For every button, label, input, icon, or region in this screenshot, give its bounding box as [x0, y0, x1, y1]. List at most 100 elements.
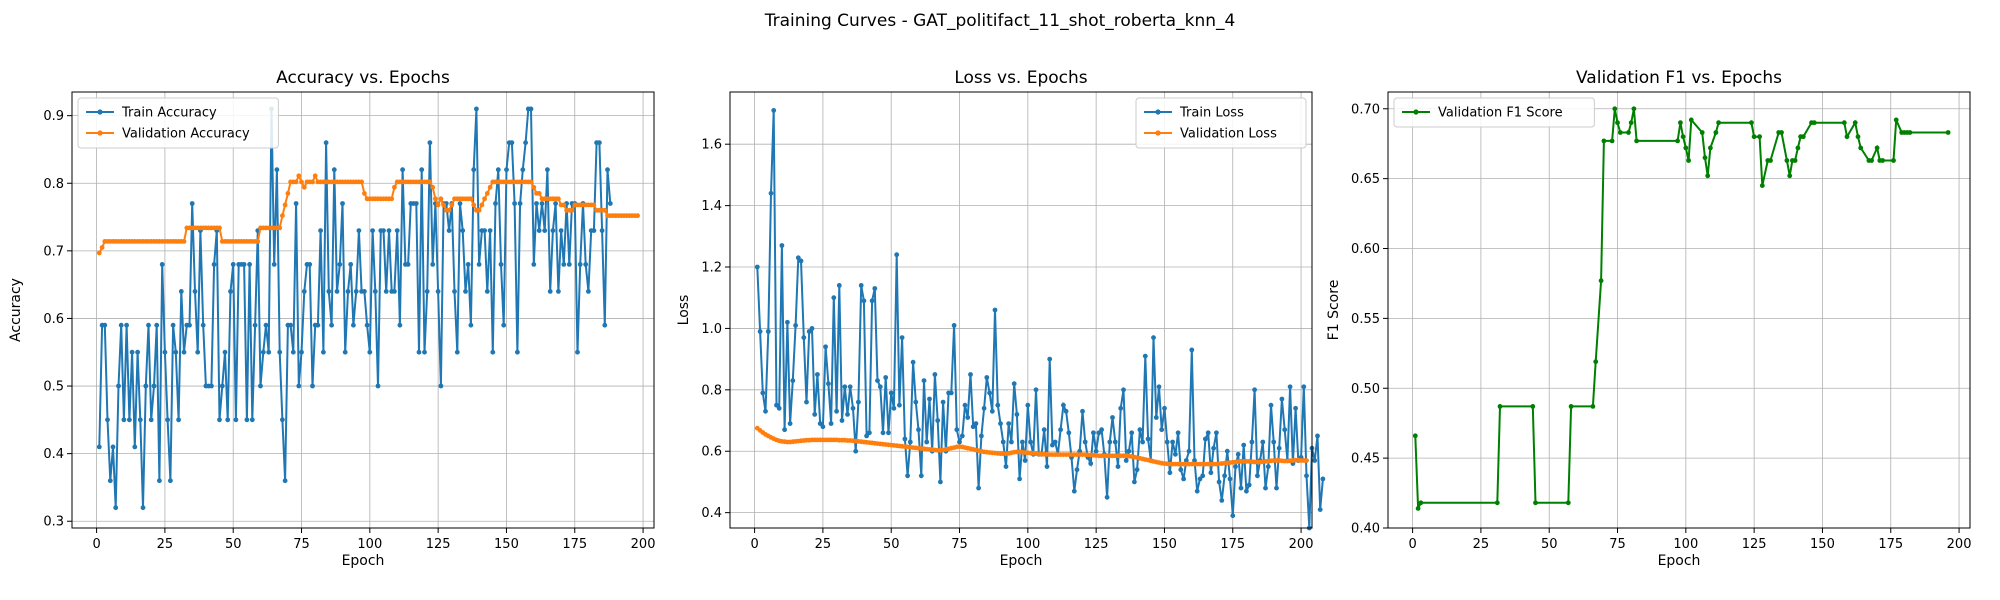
data-point	[389, 196, 395, 202]
legend-box	[1135, 97, 1307, 149]
data-point	[337, 262, 343, 267]
data-point	[435, 289, 441, 294]
data-point	[1811, 120, 1817, 126]
data-point	[927, 396, 932, 402]
data-point	[307, 262, 313, 267]
data-point	[1675, 138, 1680, 144]
data-point	[1238, 485, 1244, 491]
data-point	[877, 384, 883, 390]
data-point	[1844, 134, 1850, 140]
data-point	[886, 430, 891, 436]
data-point	[1631, 106, 1637, 112]
data-point	[397, 322, 403, 328]
data-point	[558, 228, 564, 234]
data-point	[1071, 488, 1077, 494]
data-point	[1011, 381, 1017, 387]
legend-box	[1393, 97, 1595, 128]
data-point	[853, 448, 859, 454]
x-tick-label: 100	[357, 537, 382, 552]
data-point	[1907, 130, 1913, 135]
data-point	[1093, 448, 1099, 454]
data-point	[181, 349, 187, 355]
data-point	[867, 430, 872, 436]
data-point	[528, 106, 534, 112]
legend: Validation F1 Score	[1393, 97, 1595, 128]
data-point	[400, 167, 405, 173]
data-point	[1858, 145, 1864, 151]
data-point	[894, 252, 900, 258]
data-point	[970, 424, 976, 430]
x-tick-label: 175	[1220, 537, 1245, 552]
data-point	[1634, 138, 1639, 144]
data-point	[192, 289, 198, 294]
data-point	[1080, 408, 1085, 414]
x-tick-label: 0	[1408, 537, 1416, 552]
data-point	[1249, 439, 1255, 445]
x-tick-label: 150	[494, 537, 519, 552]
data-point	[1142, 353, 1148, 359]
x-tick-label: 150	[1152, 537, 1177, 552]
data-point	[1216, 479, 1222, 485]
legend: Train Accuracy Validation Accuracy	[77, 97, 279, 149]
data-point	[577, 262, 583, 267]
data-point	[471, 202, 477, 208]
data-point	[1855, 134, 1861, 140]
data-point	[869, 298, 875, 304]
figure-title: Training Curves - GAT_politifact_11_shot…	[764, 11, 1236, 31]
y-tick-label: 0.70	[1351, 102, 1380, 117]
data-point	[463, 289, 468, 294]
data-point	[785, 319, 790, 325]
data-point	[484, 191, 490, 196]
data-point	[1044, 464, 1050, 469]
data-point	[1121, 387, 1126, 393]
data-point	[105, 417, 110, 423]
y-tick-label: 1.6	[701, 138, 722, 153]
data-point	[1274, 485, 1279, 491]
data-point	[1134, 467, 1140, 473]
data-point	[290, 349, 296, 355]
data-point	[1181, 476, 1186, 482]
data-point	[1077, 448, 1083, 454]
data-point	[482, 196, 487, 202]
y-tick-label: 0.9	[43, 109, 64, 124]
data-point	[1241, 442, 1247, 448]
data-point	[1175, 430, 1181, 436]
data-point	[556, 196, 561, 202]
data-point	[1126, 448, 1132, 454]
y-tick-label: 1.2	[701, 261, 722, 276]
data-point	[1301, 384, 1307, 390]
data-point	[1680, 134, 1686, 140]
data-point	[427, 140, 433, 146]
data-point	[143, 383, 149, 389]
data-point	[225, 417, 231, 423]
data-point	[1033, 387, 1039, 393]
data-point	[938, 479, 943, 485]
data-point	[523, 140, 528, 146]
data-point	[1088, 461, 1094, 466]
data-point	[856, 399, 861, 405]
data-point	[159, 262, 165, 267]
data-point	[973, 421, 979, 426]
data-point	[1197, 476, 1203, 482]
data-point	[979, 433, 984, 439]
data-point	[1609, 138, 1615, 144]
data-point	[165, 417, 171, 423]
data-point	[293, 179, 299, 185]
legend-label: Validation Loss	[1180, 127, 1277, 142]
data-point	[1022, 458, 1028, 463]
data-point	[260, 349, 266, 355]
data-point	[989, 408, 995, 414]
data-point	[1590, 404, 1596, 409]
data-point	[375, 383, 381, 389]
data-point	[454, 349, 460, 355]
data-point	[754, 264, 760, 270]
data-point	[798, 258, 804, 264]
data-point	[132, 444, 138, 450]
x-tick-label: 200	[1947, 537, 1972, 552]
data-point	[258, 383, 263, 389]
data-point	[476, 262, 482, 267]
x-tick-label: 150	[1810, 537, 1835, 552]
data-point	[1255, 473, 1260, 479]
data-point	[282, 478, 288, 484]
data-point	[968, 372, 973, 377]
